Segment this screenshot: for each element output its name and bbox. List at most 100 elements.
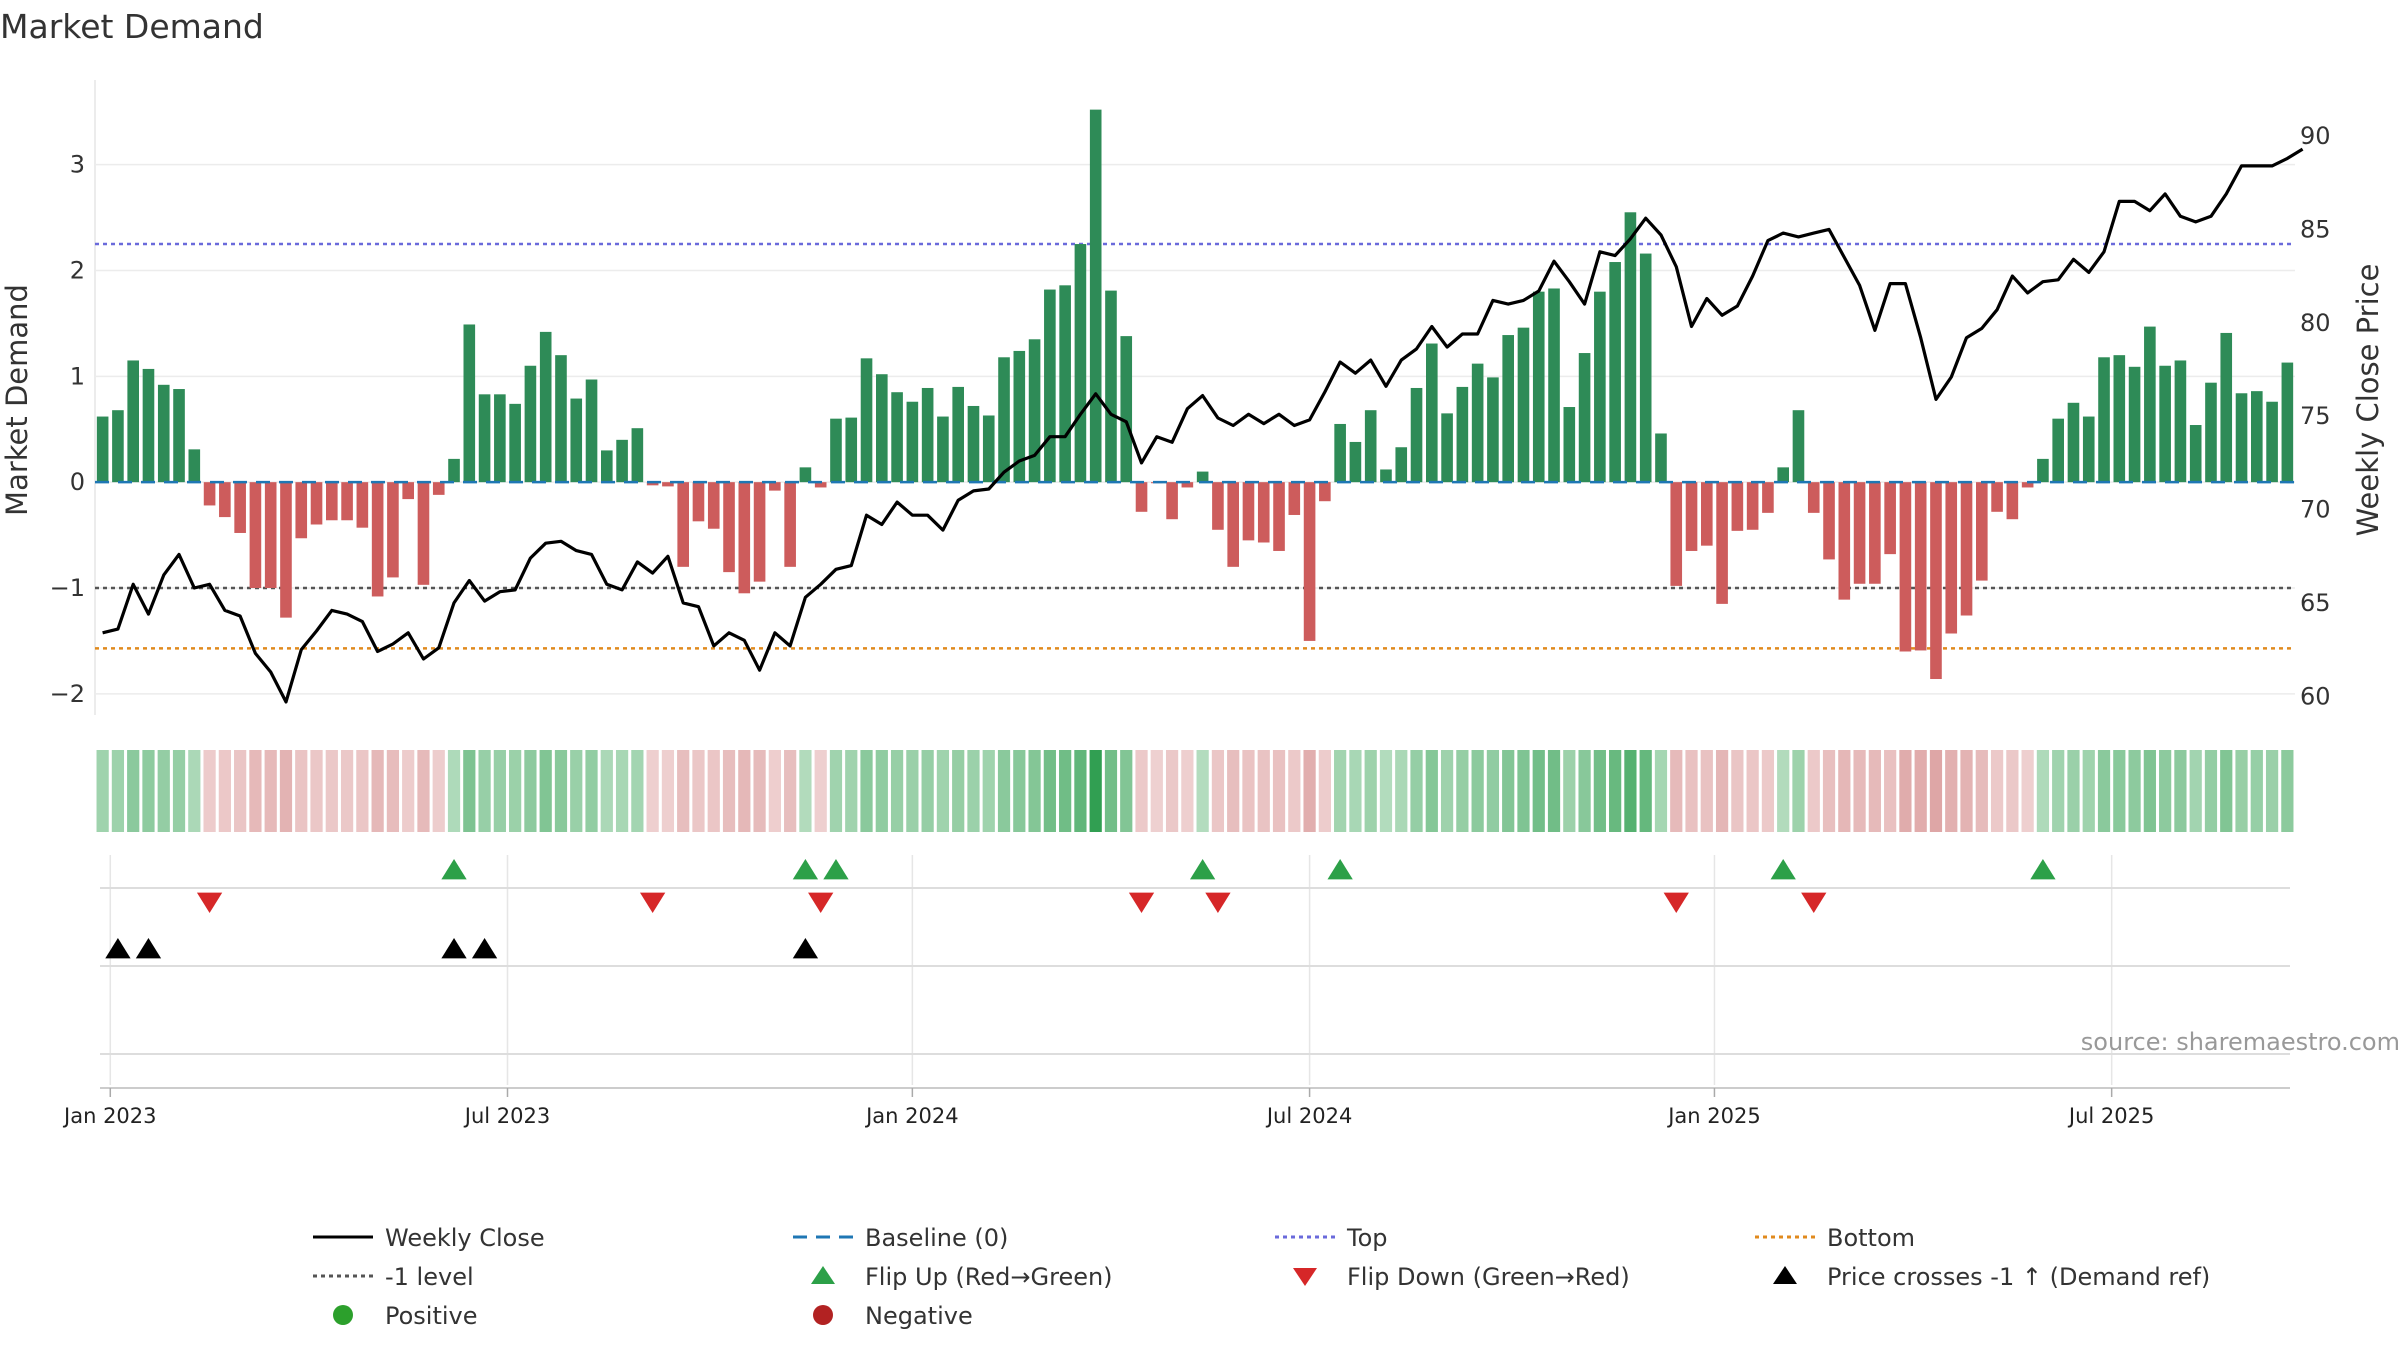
demand-bar [1334,423,1346,483]
demand-bar [2067,402,2080,483]
legend-label: Price crosses -1 ↑ (Demand ref) [1827,1263,2210,1291]
legend-label: Weekly Close [385,1224,545,1252]
heat-cell [1945,750,1958,832]
heat-cell [1211,750,1225,832]
demand-bar [157,384,170,483]
heat-cell [310,750,323,832]
demand-bar [127,360,139,483]
heat-cell [1654,750,1668,832]
heat-cell [1486,750,1500,832]
demand-bar [631,428,644,483]
left-tick-label: −1 [50,574,85,602]
demand-bar [1701,482,1713,546]
flip-up-marker [792,859,819,880]
heat-cell [875,750,888,832]
demand-bar [2113,355,2126,483]
demand-bars [95,109,2295,680]
heat-cell [2113,750,2126,832]
demand-bar [1089,109,1102,483]
demand-bar [1028,339,1041,483]
heat-cell [2036,750,2050,832]
flip-down-marker [639,892,666,913]
demand-bar [2189,425,2202,483]
demand-bar [769,482,781,491]
demand-bar [2144,326,2156,483]
right-tick-label: 60 [2300,682,2331,710]
heat-cell [1792,750,1805,832]
heat-cell [1059,750,1072,832]
heat-cell [967,750,980,832]
heat-cell [1288,750,1301,832]
heat-cell [768,750,781,832]
heat-cell [860,750,873,832]
demand-bar [1380,469,1392,483]
heat-cell [1089,750,1102,832]
legend-swatch [1293,1268,1317,1286]
heat-cell [1884,750,1897,832]
demand-bar [2098,357,2110,483]
left-tick-label: 1 [70,362,85,390]
heat-cell [1593,750,1606,832]
date-tick-label: Jul 2024 [1265,1104,1352,1128]
demand-bar [799,467,812,483]
heat-cell [554,750,568,832]
demand-bar [539,331,552,483]
heat-cell [478,750,491,832]
demand-bar [937,416,949,483]
flip-up-marker [1327,859,1353,880]
demand-bar [1364,410,1377,483]
right-axis-ticks: 90 85 80 75 70 65 60 [2300,122,2331,710]
flip-down-marker [1205,892,1231,913]
demand-bar [1410,387,1423,483]
demand-bar [1960,482,1973,616]
flip-down-marker [196,892,223,913]
left-tick-label: 0 [70,468,85,496]
demand-bar [601,450,613,483]
left-axis-label: Market Demand [0,284,34,516]
demand-bar [203,482,216,506]
demand-bar [524,365,537,483]
flip-up-marker [1189,859,1216,880]
demand-bar [2082,416,2095,483]
legend-swatch [811,1266,835,1284]
price-cross-marker [792,938,819,959]
legend-label: Negative [865,1302,973,1330]
heat-cell [493,750,506,832]
demand-bar [1731,482,1744,531]
heat-cell [1746,750,1759,832]
demand-bar [1548,288,1560,483]
demand-bar [1945,482,1958,634]
demand-bar [860,358,873,483]
demand-bar [112,410,124,483]
heat-cell [799,750,812,832]
heat-cell [753,750,766,832]
demand-bar [814,482,827,488]
heat-cell [1028,750,1041,832]
demand-bar [142,368,155,483]
demand-bar [2174,360,2187,483]
heat-cell [1578,750,1591,832]
date-tick-label: Jan 2025 [1666,1104,1761,1128]
demand-bar [891,392,903,483]
demand-heat-strip [96,750,2294,832]
heat-cell [1685,750,1698,832]
demand-bar [1395,447,1408,483]
heat-cell [1929,750,1943,832]
flip-up-marker [2030,859,2056,880]
demand-bar [1670,482,1683,586]
heat-cell [829,750,843,832]
demand-bar [1594,291,1606,483]
demand-bar [463,324,476,483]
demand-bar [264,482,277,588]
heat-cell [142,750,155,832]
price-cross-marker [441,938,467,959]
heat-cell [921,750,934,832]
legend: Weekly Close Baseline (0) Top Bottom -1 leve… [313,1224,2210,1330]
heat-cell [2220,750,2233,832]
demand-bar [1563,407,1576,483]
demand-bar [1991,482,2003,512]
heat-cell [2204,750,2218,832]
heat-cell [2235,750,2248,832]
date-tick-label: Jul 2025 [2067,1104,2154,1128]
